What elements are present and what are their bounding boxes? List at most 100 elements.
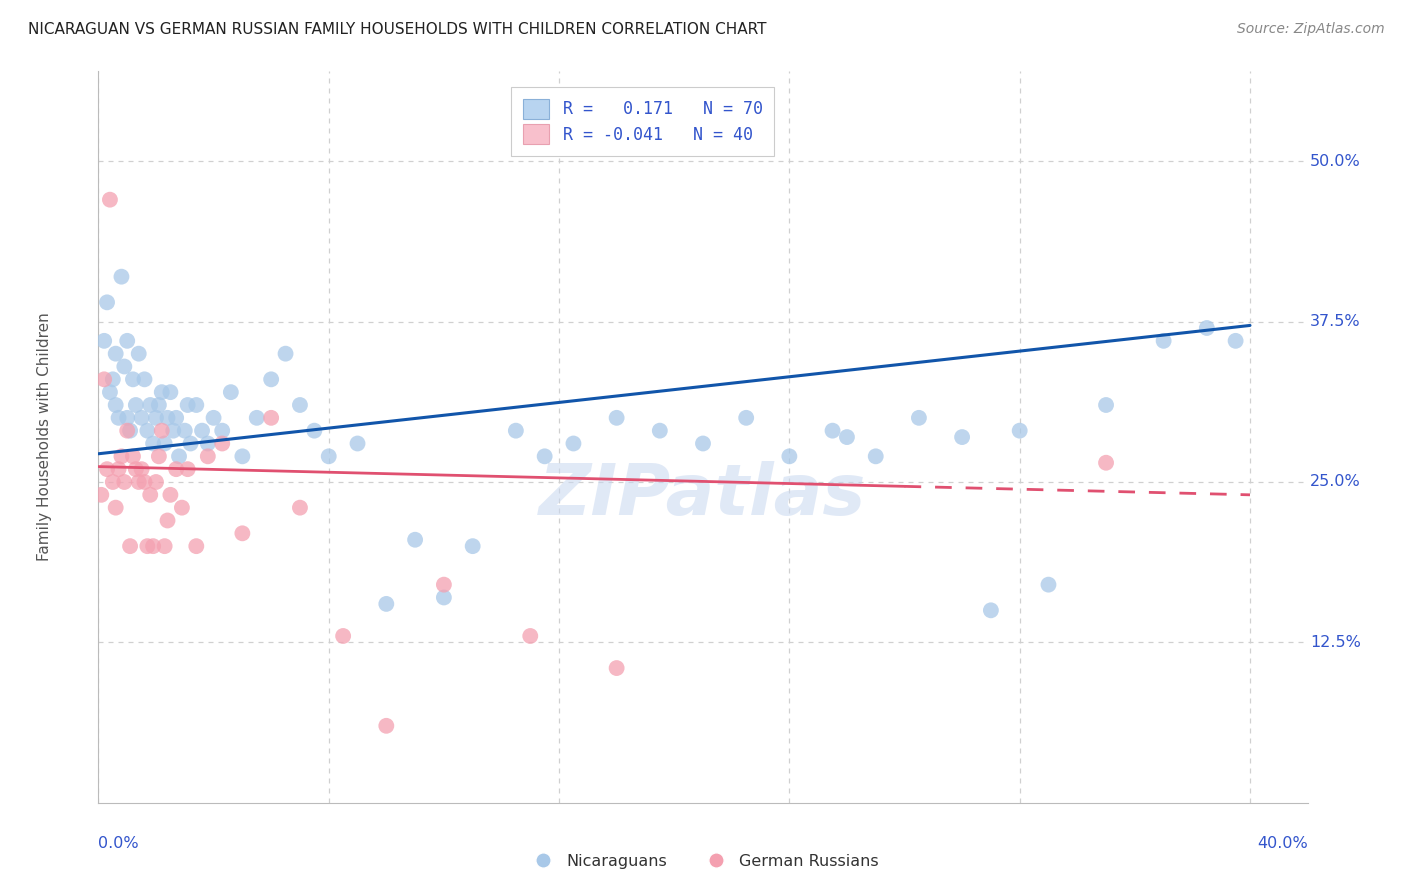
- Text: 40.0%: 40.0%: [1257, 836, 1308, 851]
- Point: [375, 597, 398, 611]
- Point: [156, 514, 179, 528]
- Point: [162, 424, 184, 438]
- Point: [104, 500, 127, 515]
- Point: [562, 436, 585, 450]
- Text: NICARAGUAN VS GERMAN RUSSIAN FAMILY HOUSEHOLDS WITH CHILDREN CORRELATION CHART: NICARAGUAN VS GERMAN RUSSIAN FAMILY HOUS…: [28, 22, 766, 37]
- Text: 37.5%: 37.5%: [1310, 314, 1361, 329]
- Point: [96, 295, 118, 310]
- Point: [134, 475, 156, 489]
- Point: [98, 385, 121, 400]
- Point: [153, 436, 176, 450]
- Point: [980, 603, 1002, 617]
- Point: [1195, 321, 1218, 335]
- Point: [145, 475, 167, 489]
- Point: [112, 475, 135, 489]
- Point: [505, 424, 527, 438]
- Point: [153, 539, 176, 553]
- Point: [433, 591, 456, 605]
- Point: [1153, 334, 1175, 348]
- Point: [202, 410, 225, 425]
- Point: [125, 462, 148, 476]
- Point: [197, 450, 219, 464]
- Point: [128, 346, 150, 360]
- Point: [139, 398, 162, 412]
- Point: [136, 424, 159, 438]
- Point: [104, 398, 127, 412]
- Point: [173, 424, 195, 438]
- Point: [197, 436, 219, 450]
- Point: [104, 346, 127, 360]
- Point: [150, 424, 173, 438]
- Point: [908, 410, 931, 425]
- Point: [167, 450, 190, 464]
- Text: 12.5%: 12.5%: [1310, 635, 1361, 650]
- Text: Source: ZipAtlas.com: Source: ZipAtlas.com: [1237, 22, 1385, 37]
- Point: [180, 436, 202, 450]
- Point: [107, 462, 129, 476]
- Point: [246, 410, 269, 425]
- Point: [648, 424, 671, 438]
- Point: [231, 450, 253, 464]
- Point: [170, 500, 193, 515]
- Point: [125, 398, 148, 412]
- Point: [134, 372, 156, 386]
- Point: [821, 424, 844, 438]
- Legend: R =   0.171   N = 70, R = -0.041   N = 40: R = 0.171 N = 70, R = -0.041 N = 40: [510, 87, 775, 156]
- Point: [288, 500, 311, 515]
- Point: [461, 539, 484, 553]
- Point: [96, 462, 118, 476]
- Point: [186, 539, 208, 553]
- Point: [122, 450, 145, 464]
- Point: [865, 450, 887, 464]
- Point: [219, 385, 242, 400]
- Point: [115, 410, 138, 425]
- Point: [332, 629, 354, 643]
- Point: [735, 410, 758, 425]
- Point: [101, 475, 124, 489]
- Point: [150, 385, 173, 400]
- Text: 0.0%: 0.0%: [98, 836, 139, 851]
- Point: [142, 539, 165, 553]
- Point: [145, 410, 167, 425]
- Point: [131, 410, 153, 425]
- Point: [260, 372, 283, 386]
- Point: [304, 424, 326, 438]
- Point: [950, 430, 973, 444]
- Point: [519, 629, 541, 643]
- Text: 25.0%: 25.0%: [1310, 475, 1361, 490]
- Point: [131, 462, 153, 476]
- Point: [186, 398, 208, 412]
- Point: [778, 450, 800, 464]
- Point: [148, 398, 170, 412]
- Point: [120, 539, 142, 553]
- Point: [110, 450, 132, 464]
- Point: [148, 450, 170, 464]
- Legend: Nicaraguans, German Russians: Nicaraguans, German Russians: [520, 847, 886, 875]
- Point: [288, 398, 311, 412]
- Point: [159, 488, 181, 502]
- Point: [115, 334, 138, 348]
- Point: [260, 410, 283, 425]
- Point: [93, 334, 115, 348]
- Point: [128, 475, 150, 489]
- Point: [139, 488, 162, 502]
- Point: [122, 372, 145, 386]
- Point: [692, 436, 714, 450]
- Point: [93, 372, 115, 386]
- Point: [1008, 424, 1031, 438]
- Point: [1095, 398, 1118, 412]
- Point: [176, 462, 198, 476]
- Point: [90, 488, 112, 502]
- Point: [433, 577, 456, 591]
- Point: [112, 359, 135, 374]
- Point: [375, 719, 398, 733]
- Point: [1095, 456, 1118, 470]
- Text: Family Households with Children: Family Households with Children: [37, 313, 52, 561]
- Point: [176, 398, 198, 412]
- Point: [107, 410, 129, 425]
- Point: [120, 424, 142, 438]
- Point: [606, 661, 628, 675]
- Point: [533, 450, 555, 464]
- Point: [404, 533, 426, 547]
- Point: [115, 424, 138, 438]
